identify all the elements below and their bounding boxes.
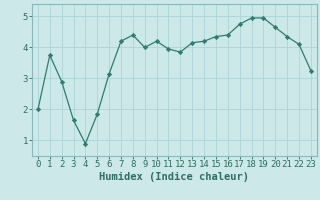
X-axis label: Humidex (Indice chaleur): Humidex (Indice chaleur) [100, 172, 249, 182]
